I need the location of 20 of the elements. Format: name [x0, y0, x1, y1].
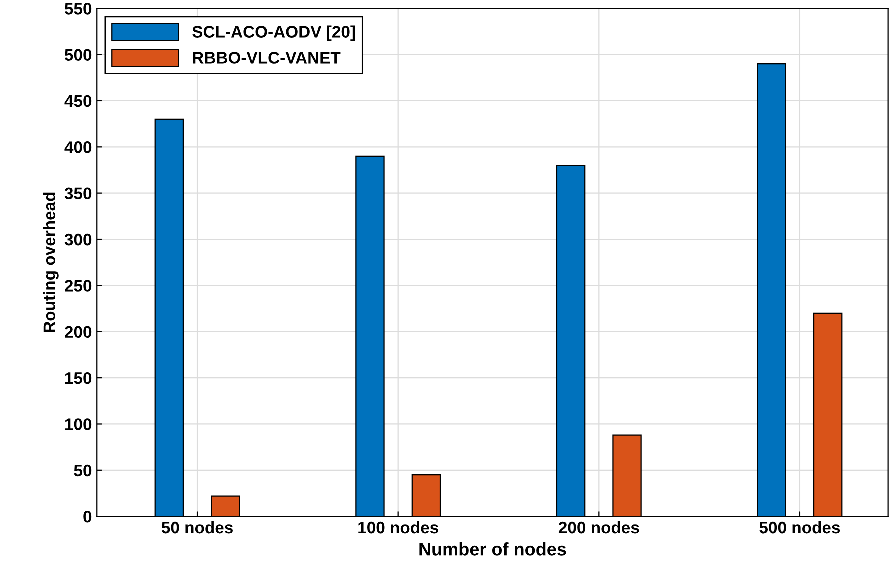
y-axis-title: Routing overhead	[43, 192, 59, 332]
x-tick-label: 100 nodes	[358, 521, 438, 534]
y-tick-label: 50	[74, 464, 92, 477]
legend-label: SCL-ACO-AODV [20]	[192, 26, 356, 42]
y-tick-label: 250	[65, 280, 92, 292]
y-tick-label: 200	[65, 326, 92, 338]
y-tick-label: 300	[64, 234, 92, 246]
x-tick-label: 500 nodes	[760, 521, 840, 534]
x-axis-title: Number of nodes	[420, 542, 566, 556]
y-tick-label: 450	[64, 95, 92, 108]
y-tick-label: 550	[64, 3, 92, 15]
y-tick-label: 350	[64, 188, 92, 200]
y-tick-label: 400	[64, 142, 92, 154]
y-tick-label: 0	[84, 511, 92, 523]
y-tick-label: 500	[64, 49, 92, 61]
y-tick-label: 150	[66, 372, 92, 384]
y-tick-label: 100	[66, 418, 92, 430]
x-tick-label: 50 nodes	[162, 521, 233, 534]
x-tick-label: 200 nodes	[558, 521, 640, 534]
legend-label: RBBO-VLC-VANET	[193, 52, 341, 64]
